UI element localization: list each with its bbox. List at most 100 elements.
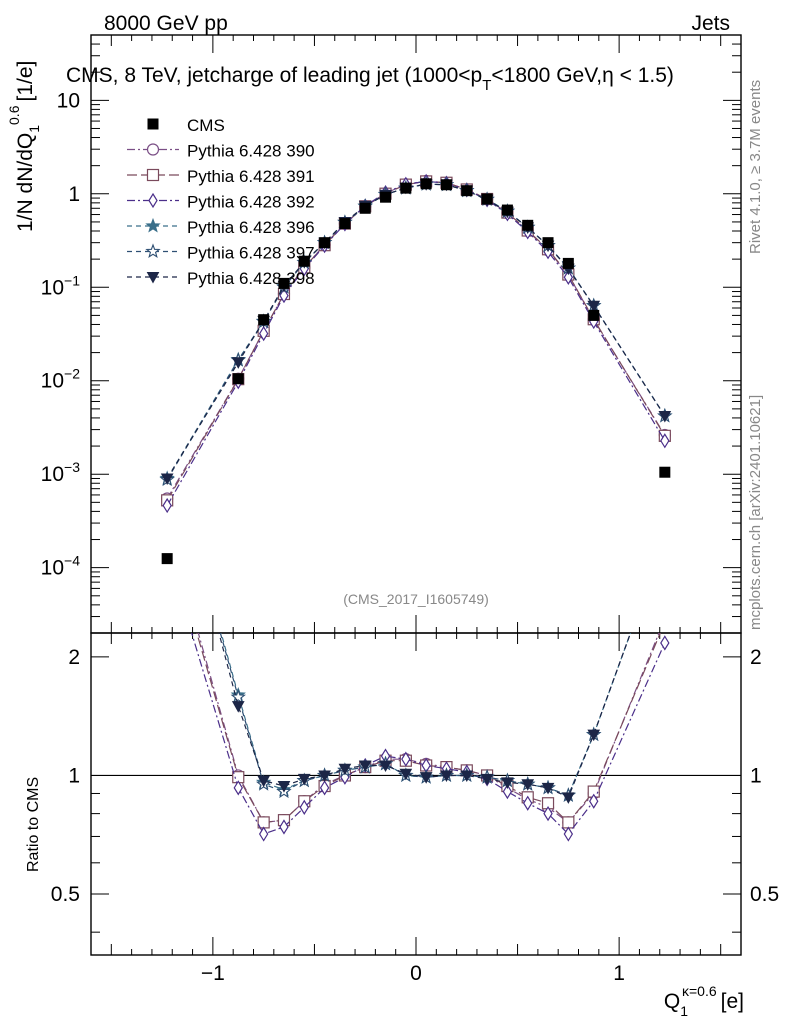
series-point-ratio: [419, 772, 433, 784]
cms-data-point: [161, 553, 173, 565]
x-tick-label: 0: [410, 962, 422, 985]
series-point-ratio: [561, 792, 575, 804]
cms-data-point: [400, 182, 412, 194]
analysis-id-label: (CMS_2017_I1605749): [343, 591, 489, 607]
series-point-ratio: [460, 770, 474, 782]
cms-data-point: [588, 309, 600, 321]
cms-data-point: [542, 237, 554, 249]
cms-data-point: [481, 193, 493, 205]
series-point-ratio: [562, 816, 575, 829]
legend-marker: [145, 217, 161, 233]
legend: CMS Pythia 6.428 390 Pythia 6.428 391 Pythi…: [127, 116, 315, 288]
y-tick-label-ratio-right: 2: [750, 646, 762, 669]
series-point-ratio: [161, 436, 173, 448]
legend-marker: [146, 168, 160, 182]
series-point-ratio: [379, 760, 392, 773]
cms-data-point: [298, 255, 310, 267]
legend-marker-cms: [147, 118, 159, 130]
y-axis-label-main: 1/N dN/dQ10.6[1/e]: [6, 61, 42, 232]
series-point-ratio: [563, 826, 574, 842]
series-point-ratio: [659, 532, 671, 544]
y-tick-label-ratio: 1: [68, 764, 80, 787]
legend-marker: [146, 143, 160, 156]
series-point-ratio: [401, 751, 411, 767]
series-line-ratio: [191, 633, 666, 835]
series-point-ratio: [230, 689, 246, 704]
y-tick-label-main: 10: [57, 89, 80, 112]
cms-data-point: [522, 219, 534, 231]
energy-label: 8000 GeV pp: [104, 12, 228, 35]
series-point-main: [258, 325, 269, 342]
series-point-main: [279, 287, 289, 304]
series-point-ratio: [299, 799, 309, 815]
cms-data-point: [380, 191, 392, 203]
legend-label: Pythia 6.428 392: [187, 193, 315, 212]
y-tick-label-main: 10−1: [41, 272, 81, 299]
cms-data-point: [440, 179, 452, 191]
series-point-ratio: [233, 780, 243, 796]
cms-data-point: [420, 178, 432, 190]
series-point-ratio: [162, 433, 173, 443]
cms-data-point: [258, 314, 270, 326]
legend-label: Pythia 6.428 397: [187, 244, 315, 263]
legend-label: Pythia 6.428 396: [187, 218, 315, 237]
y-axis-label-ratio: Ratio to CMS: [25, 777, 42, 872]
legend-marker: [145, 243, 161, 259]
y-tick-label-ratio: 0.5: [51, 883, 80, 906]
x-tick-label: 1: [613, 962, 625, 985]
legend-marker: [148, 192, 158, 209]
series-point-main: [231, 357, 245, 369]
series-point-ratio: [502, 783, 513, 800]
ratio-plot-frame: [90, 632, 742, 956]
cms-data-point: [232, 373, 244, 385]
series-point-ratio: [480, 773, 494, 786]
cms-data-point: [359, 202, 371, 214]
series-point-ratio: [279, 819, 289, 835]
series-point-ratio: [659, 613, 670, 624]
series-point-ratio: [338, 763, 352, 776]
series-point-ratio: [541, 782, 555, 795]
series-point-ratio: [659, 532, 671, 544]
ratio-series-group: [161, 433, 671, 842]
cms-data-point: [278, 277, 290, 289]
y-tick-label-ratio: 2: [68, 646, 80, 669]
series-point-ratio: [587, 729, 601, 742]
series-point-ratio: [277, 781, 291, 793]
series-point-ratio: [258, 826, 269, 842]
y-tick-label-ratio-right: 0.5: [750, 883, 779, 906]
series-point-ratio: [319, 780, 330, 796]
series-point-ratio: [297, 773, 311, 786]
series-line-ratio: [196, 633, 661, 824]
series-point-main: [660, 433, 670, 449]
series-point-ratio: [660, 635, 670, 651]
legend-label-cms: CMS: [187, 116, 225, 135]
cms-data-point: [501, 204, 513, 216]
ratio-axis-ticks: 2 2 1 1 0.5 0.5: [51, 646, 779, 933]
legend-label: Pythia 6.428 390: [187, 142, 315, 161]
series-point-ratio: [659, 534, 670, 544]
y-tick-label-main: 10−4: [41, 553, 81, 580]
legend-label: Pythia 6.428 391: [187, 167, 315, 186]
main-series-group: [159, 173, 673, 565]
series-point-ratio: [521, 779, 535, 791]
series-point-ratio: [589, 793, 599, 809]
series-point-ratio: [501, 777, 514, 789]
legend-marker: [146, 272, 160, 284]
series-point-ratio: [523, 795, 533, 811]
x-axis-label: Q1κ=0.6 [e]: [664, 983, 744, 1019]
main-axis-ticks: −1 0 1 10 1 10−1 10−2 10−3 10−4: [41, 34, 742, 985]
cms-data-point: [461, 185, 473, 197]
series-point-ratio: [543, 805, 553, 822]
x-tick-label: −1: [201, 962, 225, 985]
cms-data-point: [659, 466, 671, 478]
cms-data-point: [319, 237, 331, 249]
chart-title: CMS, 8 TeV, jetcharge of leading jet (10…: [66, 64, 674, 94]
series-point-ratio: [162, 525, 173, 536]
series-point-ratio: [659, 617, 670, 628]
series-point-ratio: [399, 768, 413, 781]
series-point-main: [563, 269, 574, 285]
series-point-main: [658, 410, 672, 423]
y-tick-label-main: 10−3: [41, 459, 81, 486]
series-point-main: [162, 497, 172, 514]
